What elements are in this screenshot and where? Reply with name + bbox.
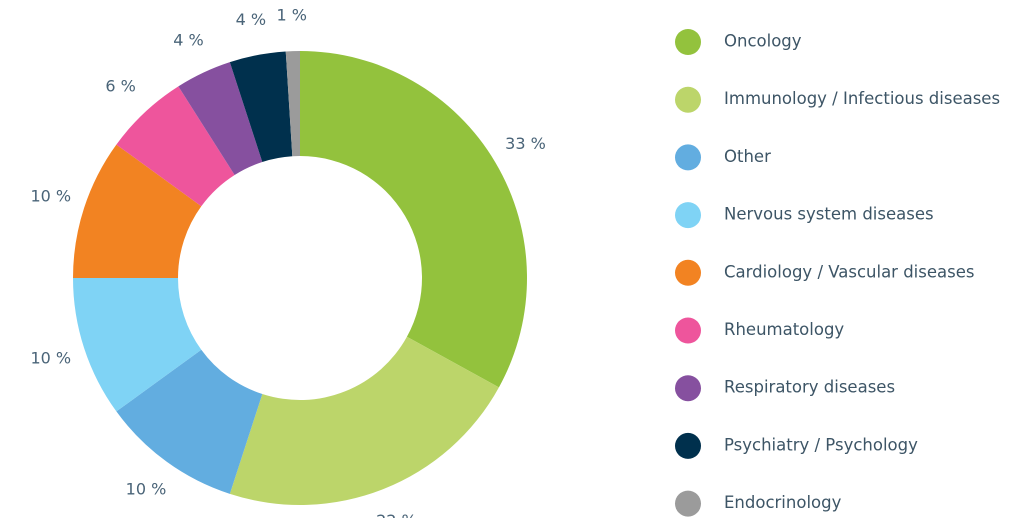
legend-swatch [675, 317, 701, 344]
donut-segment [178, 62, 263, 175]
donut-segment [116, 349, 263, 494]
donut-segment [116, 86, 235, 207]
value-label: 33 % [505, 134, 546, 153]
value-label: 4 % [173, 30, 203, 49]
legend-label: Psychiatry / Psychology [724, 435, 918, 454]
legend-swatch [675, 29, 701, 55]
legend-label: Rheumatology [724, 320, 844, 339]
legend-swatch [675, 375, 701, 402]
legend-label: Endocrinology [724, 493, 842, 512]
value-label: 1 % [277, 6, 307, 25]
value-label: 22 % [376, 511, 417, 518]
legend-swatch [675, 86, 701, 113]
legend-swatch [675, 432, 701, 459]
legend-swatch [675, 144, 701, 171]
donut-segment [73, 278, 202, 412]
legend-label: Cardiology / Vascular diseases [724, 262, 974, 281]
donut-segment [300, 51, 527, 388]
legend-label: Nervous system diseases [724, 205, 934, 224]
value-label: 10 % [126, 479, 167, 498]
legend-swatch [675, 259, 701, 286]
legend-swatch [675, 490, 701, 517]
legend-label: Immunology / Infectious diseases [724, 89, 1000, 108]
donut-segment [229, 336, 499, 505]
value-label: 6 % [105, 77, 135, 96]
value-label: 4 % [236, 10, 266, 29]
legend-label: Respiratory diseases [724, 378, 895, 397]
donut-segment [73, 144, 202, 278]
donut-segment [229, 51, 293, 162]
legend-swatch [675, 202, 701, 229]
legend-label: Oncology [724, 32, 802, 51]
value-label: 10 % [30, 187, 71, 206]
donut-segment [285, 51, 300, 157]
legend-label: Other [724, 147, 771, 166]
value-label: 10 % [30, 348, 71, 367]
